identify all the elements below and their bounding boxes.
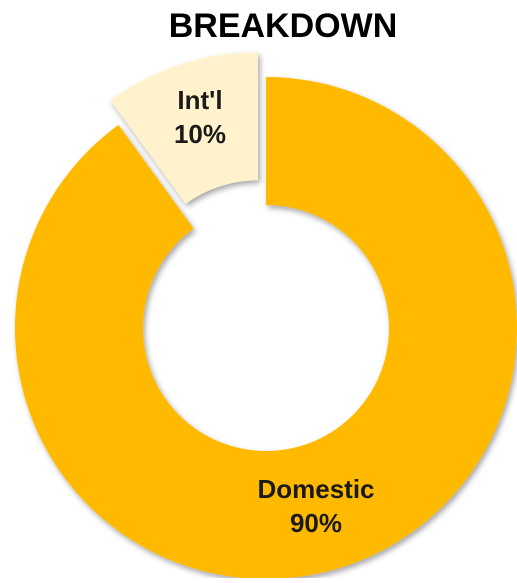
slices-group	[14, 52, 517, 579]
slice-value-label: 10%	[174, 119, 226, 149]
slice-domestic	[14, 77, 517, 579]
slice-name-label: Domestic	[257, 474, 374, 504]
labels-group: Domestic 90% Int'l 10%	[174, 85, 375, 538]
chart-title: BREAKDOWN	[169, 7, 398, 45]
slice-int-l	[110, 52, 258, 204]
slice-name-label: Int'l	[177, 85, 222, 115]
slice-value-label: 90%	[290, 508, 342, 538]
